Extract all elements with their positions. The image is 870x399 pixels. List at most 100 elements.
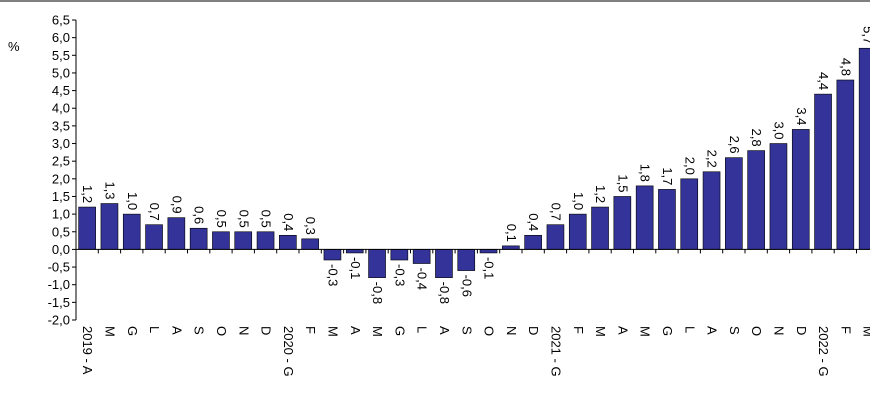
- x-tick-label: O: [214, 326, 229, 336]
- x-tick-label: S: [459, 326, 474, 335]
- bar: [189, 227, 208, 250]
- data-label: -0,4: [415, 268, 430, 290]
- bar: [279, 234, 297, 250]
- bar: [680, 178, 699, 250]
- x-tick-label: M: [638, 326, 653, 337]
- bar: [568, 213, 587, 250]
- x-tick-label: G: [392, 326, 407, 336]
- bar: [858, 47, 870, 250]
- y-tick-label: -1,5: [48, 295, 70, 310]
- data-label: 0,1: [504, 224, 519, 242]
- data-label: 1,5: [615, 174, 630, 192]
- data-label: 0,3: [303, 217, 318, 235]
- data-label: 0,6: [192, 206, 207, 224]
- x-tick-label: A: [348, 326, 363, 335]
- bars: [75, 47, 870, 278]
- x-tick-label: N: [236, 326, 251, 335]
- bar: [613, 196, 632, 250]
- x-tick-label: 2021 - G: [548, 326, 563, 377]
- data-label: 1,8: [638, 164, 653, 182]
- x-tick-label: M: [325, 326, 340, 337]
- data-label: -0,1: [348, 257, 363, 279]
- x-tick-label: A: [705, 326, 720, 335]
- data-label: -0,8: [370, 282, 385, 304]
- bar: [702, 171, 721, 250]
- bar: [479, 249, 498, 254]
- x-tick-label: D: [794, 326, 809, 335]
- data-label: 2,8: [749, 129, 764, 147]
- bar: [747, 150, 765, 250]
- x-tick-label: M: [370, 326, 385, 337]
- x-tick-label: F: [571, 326, 586, 334]
- x-axis-labels: 2019 - A M G L A S O N D 2020 - G F M A M G L A S O N D 2021 …: [80, 326, 870, 377]
- bar: [212, 231, 230, 250]
- data-label: 3,0: [771, 121, 786, 139]
- y-tick-label: 1,5: [52, 189, 70, 204]
- x-tick-label: 2020 - G: [281, 326, 296, 377]
- data-label: -0,3: [325, 264, 340, 286]
- bar: [814, 93, 832, 250]
- bar: [256, 231, 275, 250]
- data-label: 4,4: [816, 72, 831, 90]
- bar: [591, 206, 609, 250]
- x-tick-label: A: [169, 326, 184, 335]
- x-tick-label: D: [259, 326, 274, 335]
- bar: [502, 245, 520, 250]
- y-tick-label: 2,5: [52, 154, 70, 169]
- bar: [301, 238, 319, 250]
- x-tick-label: L: [682, 326, 697, 333]
- x-tick-label: 2019 - A: [80, 326, 95, 375]
- bar: [345, 249, 364, 254]
- data-label: 1,2: [593, 185, 608, 203]
- y-axis-unit-label: %: [8, 39, 20, 54]
- y-tick-label: 5,5: [52, 48, 70, 63]
- x-tick-label: M: [861, 326, 870, 337]
- x-tick-label: S: [192, 326, 207, 335]
- data-label: 0,7: [548, 203, 563, 221]
- data-label: -0,8: [437, 282, 452, 304]
- x-tick-label: N: [504, 326, 519, 335]
- bar: [769, 143, 788, 250]
- y-tick-label: 5,0: [52, 65, 70, 80]
- data-label: 2,2: [705, 150, 720, 168]
- x-tick-label: S: [727, 326, 742, 335]
- x-tick-label: A: [615, 326, 630, 335]
- data-label: 0,9: [169, 196, 184, 214]
- x-tick-label: N: [771, 326, 786, 335]
- bar: [78, 206, 96, 250]
- x-tick-label: L: [415, 326, 430, 333]
- data-label: 0,5: [236, 210, 251, 228]
- data-label: -0,6: [459, 275, 474, 297]
- bar: [435, 249, 453, 278]
- data-label: 1,3: [102, 181, 117, 199]
- y-tick-label: 0,5: [52, 224, 70, 239]
- bar: [390, 249, 409, 261]
- data-label: 3,4: [794, 107, 809, 125]
- bar: [122, 213, 141, 250]
- x-tick-label: G: [125, 326, 140, 336]
- y-tick-label: -0,5: [48, 260, 70, 275]
- y-tick-label: -2,0: [48, 313, 70, 328]
- data-label: 2,6: [727, 136, 742, 154]
- bar: [412, 249, 431, 264]
- bar: [323, 249, 342, 261]
- y-tick-label: 0,0: [52, 242, 70, 257]
- data-label: -0,1: [482, 257, 497, 279]
- y-tick-label: 3,0: [52, 136, 70, 151]
- bar: [725, 157, 743, 250]
- bar: [100, 203, 119, 250]
- x-tick-label: G: [660, 326, 675, 336]
- x-tick-label: M: [102, 326, 117, 337]
- data-label: 0,5: [259, 210, 274, 228]
- data-label: 0,4: [526, 213, 541, 231]
- y-tick-label: 3,5: [52, 118, 70, 133]
- x-tick-label: 2022 - G: [816, 326, 831, 377]
- data-label: 5,7: [861, 26, 870, 44]
- bar: [368, 249, 386, 278]
- bar: [524, 234, 542, 250]
- data-label: 0,4: [281, 213, 296, 231]
- bar: [546, 224, 565, 250]
- x-tick-label: F: [303, 326, 318, 334]
- data-label: 4,8: [838, 58, 853, 76]
